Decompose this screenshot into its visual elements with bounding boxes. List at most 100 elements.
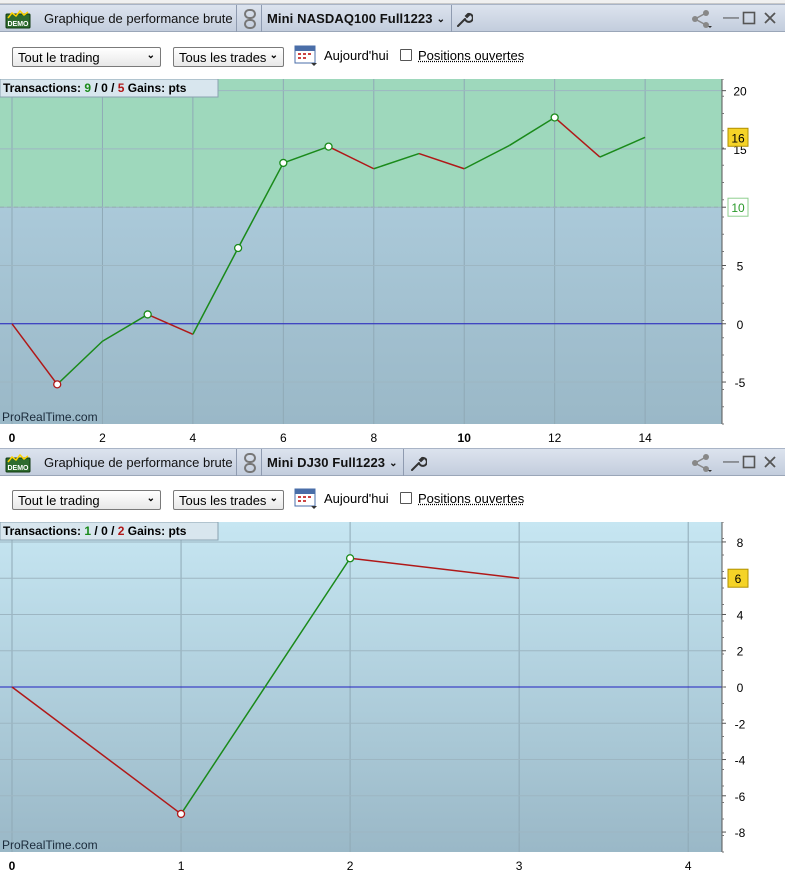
performance-panel-dj30: DEMO Graphique de performance brute Mini… [0,447,785,875]
trades-select[interactable]: Tous les trades ⌄ [173,490,284,510]
share-icon[interactable] [690,9,714,29]
y-tick-label: 5 [737,259,744,273]
minimize-icon[interactable]: — [723,453,739,470]
equity-segment [350,557,520,579]
separator [261,449,262,476]
equity-segment [11,686,182,815]
gain-marker[interactable] [143,310,152,319]
gains-unit-label: Gains: pts [124,524,186,538]
gain-marker[interactable] [279,158,288,168]
panel-titlebar: DEMO Graphique de performance brute Mini… [0,4,785,32]
wrench-icon[interactable] [455,10,473,28]
watermark-text: ProRealTime.com [2,410,98,424]
x-tick-label: 14 [638,431,652,444]
panel-titlebar: DEMO Graphique de performance brute Mini… [0,448,785,476]
transactions-label: Transactions: [3,524,81,538]
y-tick-label: 0 [737,681,744,695]
x-tick-label: 0 [9,431,16,444]
transactions-label: Transactions: [3,81,81,95]
today-label[interactable]: Aujourd'hui [324,491,389,506]
separator [236,5,237,32]
loss-marker[interactable] [176,809,186,819]
link-chain-icon[interactable] [243,9,257,29]
separator [451,5,452,32]
svg-text:DEMO: DEMO [8,21,30,28]
winning-count: 9 [81,81,91,95]
instrument-selector[interactable]: Mini DJ30 Full1223 ⌄ [267,455,398,470]
equity-segment [192,247,239,335]
x-tick-label: 12 [548,431,562,444]
today-label[interactable]: Aujourd'hui [324,48,389,63]
y-tick-label: -2 [735,717,746,731]
minimize-icon[interactable]: — [723,9,739,26]
positions-label[interactable]: Positions ouvertes [418,491,525,506]
transactions-box [0,79,219,98]
equity-segment [11,323,58,385]
demo-account-icon: DEMO [5,453,31,473]
x-tick-label: 4 [685,859,692,873]
calendar-icon[interactable] [294,43,318,67]
y-tick-label: 4 [737,608,744,622]
separator-text: / [91,524,101,538]
last-value-label: 16 [731,131,745,145]
neutral-count: 0 [101,81,108,95]
gain-marker[interactable] [345,554,355,563]
transactions-summary: Transactions: 9 / 0 / 5 Gains: pts [3,81,187,95]
equity-segment [283,145,329,164]
panel-toolbar: Tout le trading ⌄ Tous les trades ⌄ Aujour… [0,476,785,522]
instrument-selector[interactable]: Mini NASDAQ100 Full1223 ⌄ [267,11,446,26]
x-tick-label: 1 [178,859,185,873]
wrench-icon[interactable] [409,454,427,472]
maximize-icon[interactable] [742,455,756,469]
scope-select[interactable]: Tout le trading ⌄ [12,490,161,510]
trades-select[interactable]: Tous les trades ⌄ [173,47,284,67]
maximize-icon[interactable] [742,11,756,25]
chevron-down-icon: ⌄ [146,50,155,61]
equity-segment [147,313,194,335]
x-tick-label: 8 [370,431,377,444]
positions-checkbox[interactable] [400,49,412,61]
gains-unit-label: Gains: pts [124,81,186,95]
transactions-summary: Transactions: 1 / 0 / 2 Gains: pts [3,524,187,538]
chevron-down-icon: ⌄ [436,14,446,25]
link-chain-icon[interactable] [243,453,257,473]
losing-count: 5 [118,81,125,95]
equity-segment [509,116,556,147]
panel-title: Graphique de performance brute [44,455,233,470]
separator-text: / [108,81,118,95]
gain-marker[interactable] [324,142,333,151]
separator [236,449,237,476]
positions-label[interactable]: Positions ouvertes [418,48,525,63]
share-icon[interactable] [690,453,714,473]
x-tick-label: 6 [280,431,287,444]
loss-marker[interactable] [53,380,62,389]
x-tick-label: 4 [190,431,197,444]
equity-segment [599,136,646,158]
close-icon[interactable] [763,455,777,469]
separator-text: / [108,524,118,538]
x-axis-area [0,852,722,875]
watermark-text: ProRealTime.com [2,838,98,852]
x-tick-label: 3 [516,859,523,873]
losing-count: 2 [118,524,125,538]
close-icon[interactable] [763,11,777,25]
transactions-box [0,522,219,541]
equity-segment [102,313,149,342]
scope-select[interactable]: Tout le trading ⌄ [12,47,161,67]
y-tick-label: -6 [735,790,746,804]
x-tick-label: 0 [9,859,16,873]
gain-marker[interactable] [233,243,243,253]
x-tick-label: 10 [458,431,472,444]
equity-segment [56,340,103,385]
y-tick-label: 2 [737,645,744,659]
equity-segment [554,116,601,158]
calendar-icon[interactable] [294,486,318,510]
gain-marker[interactable] [550,113,559,122]
panel-title: Graphique de performance brute [44,11,233,26]
y-tick-label: 8 [737,536,744,550]
y-tick-label: -5 [735,376,746,390]
chevron-down-icon: ⌄ [146,493,155,504]
positions-checkbox[interactable] [400,492,412,504]
